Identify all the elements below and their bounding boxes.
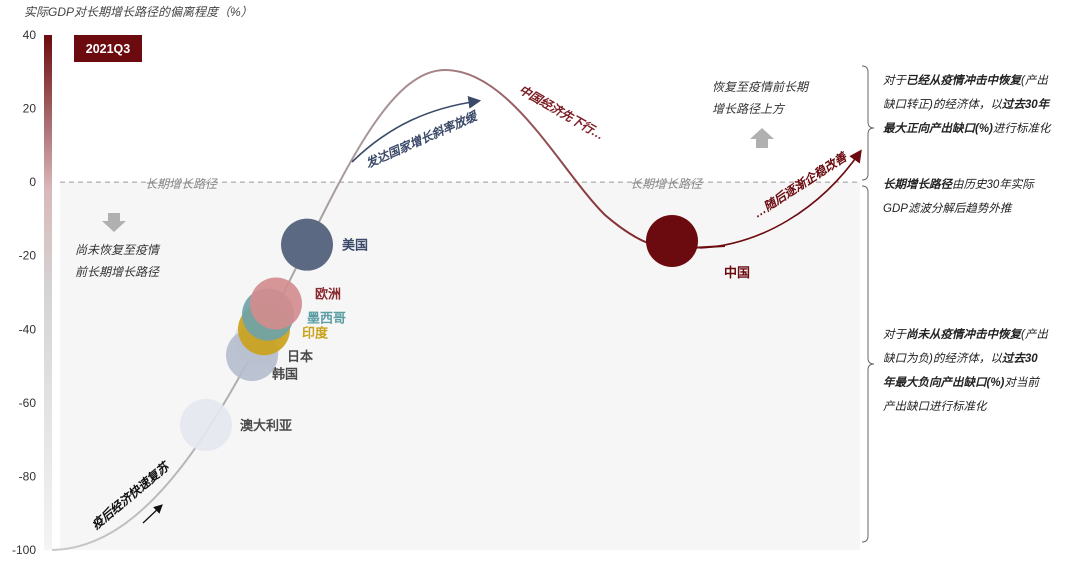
- bubble-label-印度: 印度: [302, 325, 329, 340]
- developed-slowdown-arrow: [351, 96, 482, 163]
- below-path-note-line1: 尚未恢复至疫情: [75, 243, 161, 257]
- developed-slowdown-label: 发达国家增长斜率放缓: [364, 108, 481, 170]
- y-tick-label: -100: [12, 543, 36, 557]
- period-badge: [74, 35, 142, 62]
- above-path-note-line2: 增长路径上方: [712, 102, 786, 116]
- y-tick-label: 0: [29, 175, 36, 189]
- note-trend-line: 长期增长路径由历史30年实际: [883, 178, 1035, 191]
- y-tick-label: 40: [23, 28, 37, 42]
- y-tick-label: -80: [19, 469, 37, 483]
- y-tick-label: -40: [19, 322, 37, 336]
- y-tick-label: -60: [19, 396, 37, 410]
- china-first-down-label: 中国经济先下行…: [517, 82, 607, 142]
- baseline-label-right: 长期增长路径: [630, 177, 703, 191]
- bubble-欧洲: [250, 277, 302, 330]
- right-notes: 对于已经从疫情冲击中恢复(产出缺口转正)的经济体，以过去30年最大正向产出缺口(…: [883, 73, 1052, 413]
- bubble-label-韩国: 韩国: [272, 366, 298, 381]
- cycle-curve: [51, 68, 726, 551]
- bubble-美国: [281, 218, 333, 271]
- bubble-label-中国: 中国: [724, 265, 750, 280]
- recovery-arrow-icon: [142, 504, 163, 524]
- note-positive-line: 缺口转正)的经济体，以过去30年: [883, 98, 1051, 111]
- note-negative-line: 产出缺口进行标准化: [883, 400, 988, 413]
- note-positive-line: 最大正向产出缺口(%)进行标准化: [883, 122, 1052, 135]
- bubble-中国: [646, 215, 698, 267]
- up-arrow-icon: [750, 128, 774, 148]
- y-axis-label: 实际GDP对长期增长路径的偏离程度（%）: [24, 5, 253, 19]
- brace-negative: [861, 185, 875, 543]
- y-tick-label: -20: [19, 249, 37, 263]
- bubble-label-澳大利亚: 澳大利亚: [240, 418, 292, 433]
- bubble-label-欧洲: 欧洲: [315, 287, 341, 302]
- note-trend-line: GDP滤波分解后趋势外推: [883, 202, 1013, 215]
- bubble-澳大利亚: [180, 398, 232, 451]
- note-negative-line: 年最大负向产出缺口(%)对当前: [883, 376, 1040, 389]
- above-path-note-line1: 恢复至疫情前长期: [712, 80, 810, 94]
- y-axis-ticks: 40 20 0 -20 -40 -60 -80 -100: [12, 28, 36, 557]
- note-negative-line: 对于尚未从疫情冲击中恢复(产出: [883, 327, 1048, 341]
- bubble-label-日本: 日本: [287, 349, 313, 364]
- bubble-label-墨西哥: 墨西哥: [307, 311, 346, 326]
- below-path-shading: [60, 182, 860, 550]
- bubble-label-美国: 美国: [342, 238, 368, 253]
- note-positive-line: 对于已经从疫情冲击中恢复(产出: [883, 73, 1048, 87]
- y-tick-label: 20: [23, 102, 37, 116]
- down-arrow-icon: [102, 213, 126, 232]
- below-path-note-line2: 前长期增长路径: [75, 265, 160, 279]
- china-recovery-arrow: [699, 149, 862, 249]
- brace-positive: [861, 65, 875, 181]
- baseline-label-left: 长期增长路径: [145, 177, 218, 191]
- y-axis-bar: [44, 35, 52, 550]
- period-badge-text: 2021Q3: [86, 42, 131, 56]
- note-negative-line: 缺口为负)的经济体，以过去30: [883, 352, 1038, 365]
